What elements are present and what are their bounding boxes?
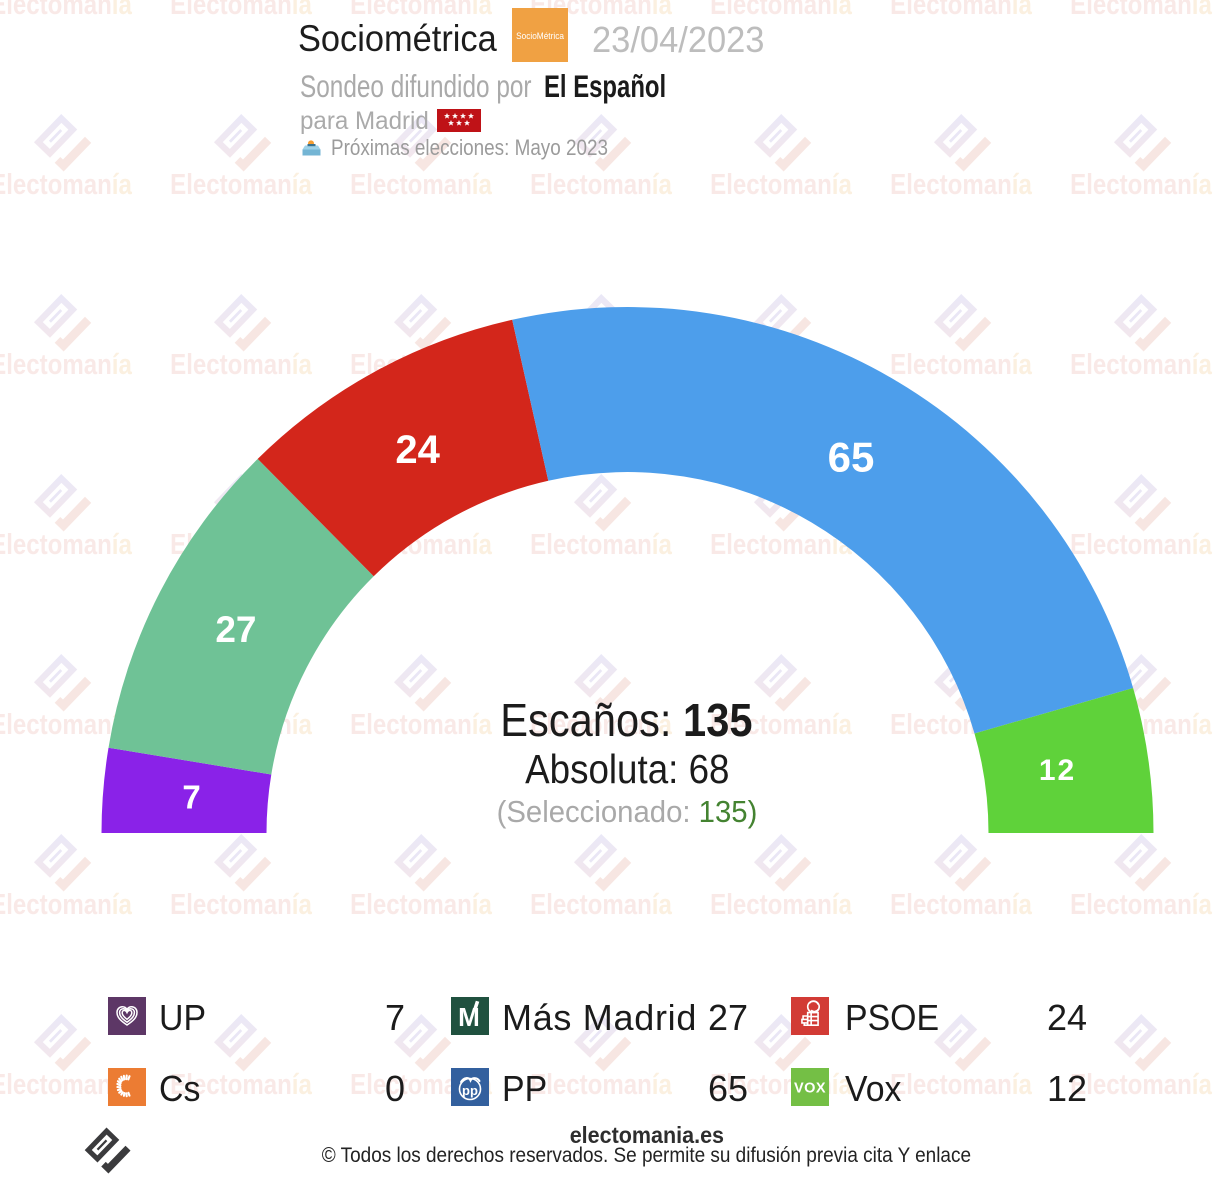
svg-text:24: 24: [395, 428, 440, 472]
svg-text:pp: pp: [462, 1083, 478, 1098]
svg-text:65: 65: [828, 433, 875, 480]
svg-text:VOX: VOX: [794, 1081, 826, 1097]
svg-text:12: 12: [1039, 754, 1076, 787]
svg-text:27: 27: [215, 609, 256, 650]
svg-text:7: 7: [182, 779, 200, 816]
